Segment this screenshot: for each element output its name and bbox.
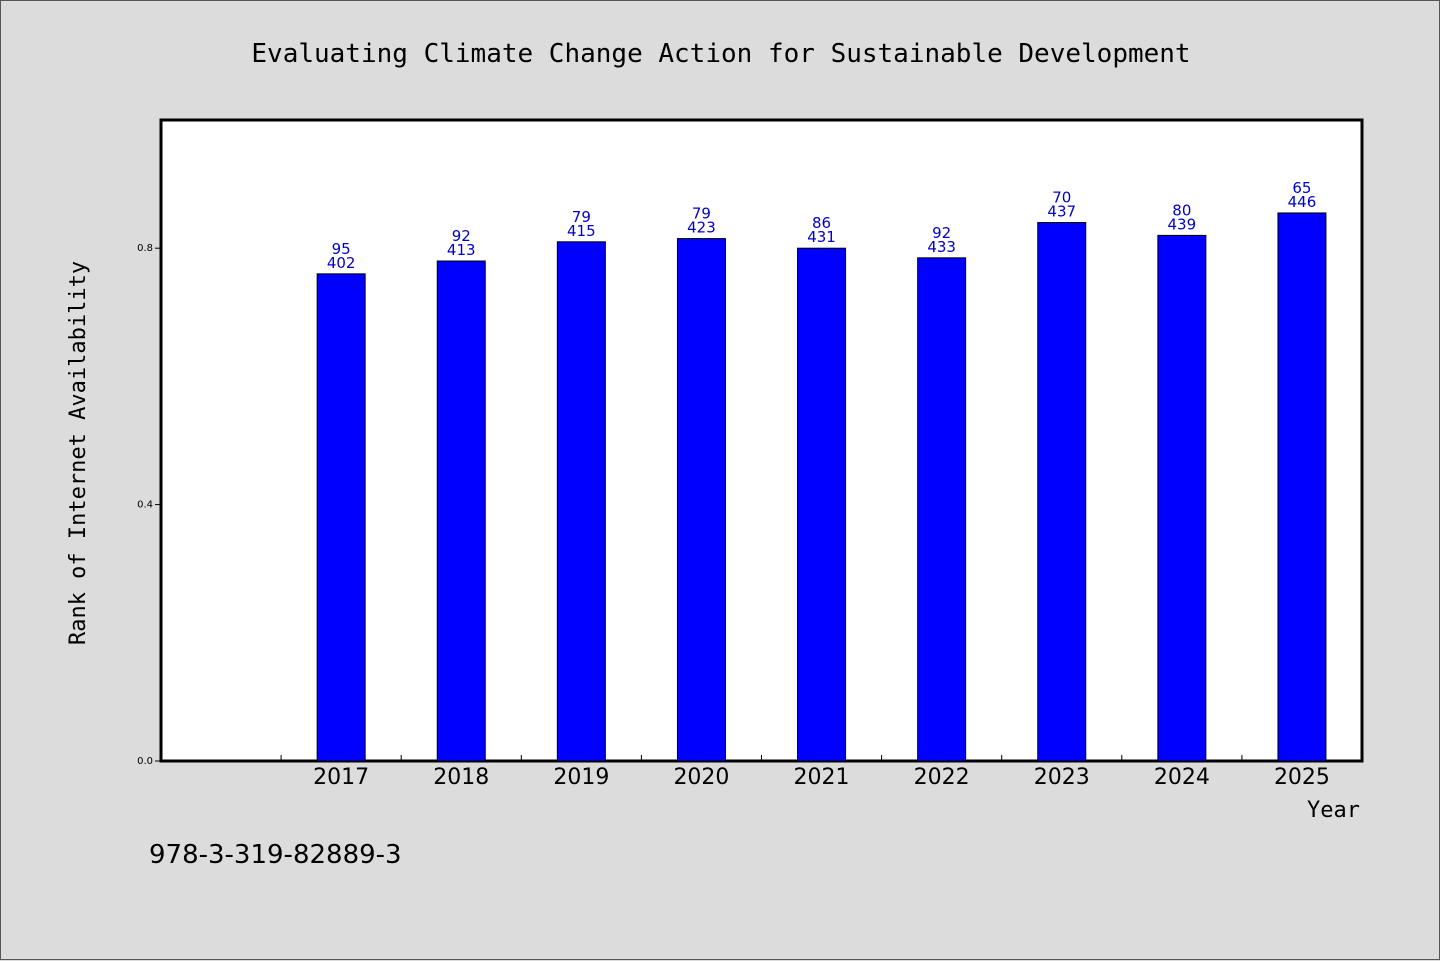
y-tick-label: 0.4 <box>137 500 153 511</box>
data-label-bottom: 431 <box>807 228 836 246</box>
chart-title: Evaluating Climate Change Action for Sus… <box>251 39 1190 69</box>
data-label-bottom: 437 <box>1047 203 1076 221</box>
x-tick-label: 2024 <box>1154 765 1210 790</box>
isbn-label: 978-3-319-82889-3 <box>149 840 402 870</box>
bar <box>676 238 726 762</box>
bar <box>1277 212 1327 762</box>
data-label-bottom: 433 <box>927 238 956 256</box>
bar-series <box>316 212 1327 762</box>
bar <box>797 247 847 762</box>
data-label-top: 79 <box>572 208 591 226</box>
x-tick-label: 2025 <box>1274 765 1330 790</box>
data-label-top: 86 <box>812 214 831 232</box>
x-tick-label: 2021 <box>794 765 850 790</box>
y-axis-label: Rank of Internet Availability <box>66 261 91 645</box>
data-label-top: 80 <box>1172 201 1191 219</box>
y-axis: 0.0 0.4 0.8 <box>137 243 161 767</box>
bar <box>436 260 486 762</box>
y-tick-label: 0.0 <box>137 756 153 767</box>
data-label-bottom: 446 <box>1288 193 1317 211</box>
x-tick-label: 2017 <box>313 765 369 790</box>
data-label-bottom: 413 <box>447 241 476 259</box>
x-axis-label: Year <box>1307 798 1360 823</box>
data-label-top: 70 <box>1052 189 1071 207</box>
data-label-top: 95 <box>332 240 351 258</box>
bar <box>917 257 967 762</box>
data-label-top: 65 <box>1292 179 1311 197</box>
data-label-top: 79 <box>692 205 711 223</box>
data-label-bottom: 415 <box>567 222 596 240</box>
data-label-bottom: 439 <box>1168 215 1197 233</box>
data-label-top: 92 <box>452 227 471 245</box>
x-tick-label: 2023 <box>1034 765 1090 790</box>
bar <box>316 273 366 762</box>
x-tick-label: 2020 <box>673 765 729 790</box>
x-tick-label: 2019 <box>553 765 609 790</box>
y-tick-label: 0.8 <box>137 243 153 254</box>
bar <box>1037 222 1087 762</box>
x-tick-label: 2022 <box>914 765 970 790</box>
x-axis: 2017 2018 2019 2020 2021 2022 2023 2024 2025 <box>280 755 1330 790</box>
x-tick-label: 2018 <box>433 765 489 790</box>
data-label-bottom: 423 <box>687 219 716 237</box>
data-label-top: 92 <box>932 224 951 242</box>
data-label-bottom: 402 <box>327 254 356 272</box>
bar <box>1157 234 1207 762</box>
bar <box>556 241 606 762</box>
